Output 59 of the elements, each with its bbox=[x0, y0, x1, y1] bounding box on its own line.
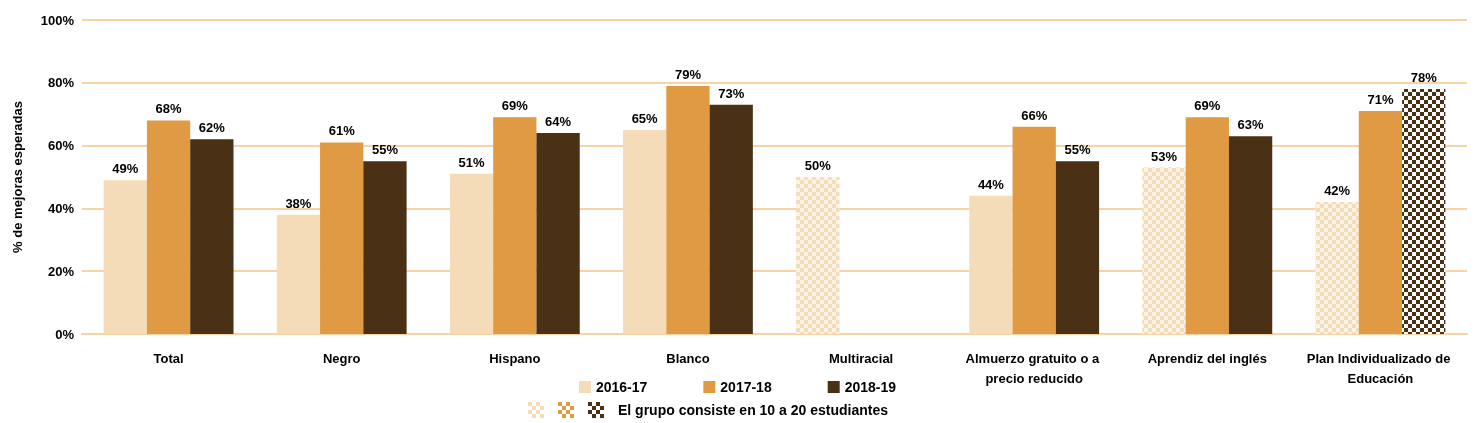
bar bbox=[449, 173, 494, 334]
y-tick-label: 60% bbox=[47, 138, 75, 154]
data-label: 55% bbox=[371, 142, 399, 158]
bar bbox=[103, 180, 147, 334]
x-tick-label: Plan Individualizado de Educación bbox=[1306, 350, 1455, 386]
bar bbox=[363, 161, 407, 334]
bar bbox=[1012, 126, 1056, 334]
bar bbox=[1358, 111, 1403, 334]
bar bbox=[493, 117, 537, 334]
y-tick-label: 40% bbox=[47, 200, 75, 216]
bar bbox=[969, 195, 1013, 334]
y-tick-label: 100% bbox=[40, 12, 75, 28]
data-label: 50% bbox=[804, 158, 832, 173]
data-label: 62% bbox=[198, 120, 226, 136]
x-tick-label: Multiracial bbox=[828, 350, 894, 366]
bar bbox=[709, 104, 753, 334]
data-label: 68% bbox=[155, 101, 183, 117]
data-label: 63% bbox=[1237, 117, 1265, 133]
data-label: 51% bbox=[458, 154, 485, 170]
data-label: 61% bbox=[328, 123, 356, 139]
bar bbox=[276, 214, 321, 334]
y-tick-label: 80% bbox=[47, 75, 75, 91]
legend-label: 2017-18 bbox=[720, 379, 772, 395]
y-tick-label: 0% bbox=[55, 326, 75, 342]
bar bbox=[1228, 136, 1273, 334]
x-tick-label: Blanco bbox=[666, 350, 710, 366]
bar bbox=[536, 133, 580, 334]
y-tick-label: 20% bbox=[47, 263, 75, 279]
x-tick-label: Almuerzo gratuito o a precio reducido bbox=[965, 350, 1103, 386]
bar bbox=[320, 142, 364, 334]
x-tick-label: Hispano bbox=[489, 350, 541, 366]
data-label: 65% bbox=[631, 110, 659, 126]
text: El grupo consiste en 10 a 20 estudiantes bbox=[618, 402, 888, 418]
data-label: 53% bbox=[1151, 148, 1178, 164]
data-label: 55% bbox=[1064, 142, 1091, 158]
data-label: 64% bbox=[545, 114, 572, 130]
data-label: 79% bbox=[674, 66, 702, 82]
legend-label: 2018-19 bbox=[844, 379, 897, 395]
data-label: 78% bbox=[1410, 70, 1438, 86]
bar bbox=[1055, 161, 1100, 334]
data-label: 66% bbox=[1021, 107, 1048, 123]
x-tick-label: Total bbox=[153, 350, 184, 366]
data-label: 71% bbox=[1367, 92, 1394, 108]
data-label: 73% bbox=[718, 85, 745, 101]
data-label: 38% bbox=[285, 195, 312, 211]
data-label: 69% bbox=[501, 98, 529, 114]
bar bbox=[190, 139, 234, 334]
x-tick-label: Negro bbox=[322, 350, 361, 366]
bar bbox=[623, 129, 667, 334]
data-label: 44% bbox=[977, 176, 1005, 192]
x-tick-label: Aprendiz del inglés bbox=[1147, 350, 1267, 366]
y-axis-title: % de mejoras esperadas bbox=[10, 101, 25, 253]
legend-label: 2016-17 bbox=[595, 379, 648, 395]
data-label: 42% bbox=[1324, 183, 1351, 199]
bar bbox=[666, 85, 710, 334]
data-label: 69% bbox=[1194, 98, 1221, 114]
bar bbox=[1185, 117, 1229, 334]
data-label: 49% bbox=[112, 161, 139, 177]
bar bbox=[146, 120, 191, 334]
